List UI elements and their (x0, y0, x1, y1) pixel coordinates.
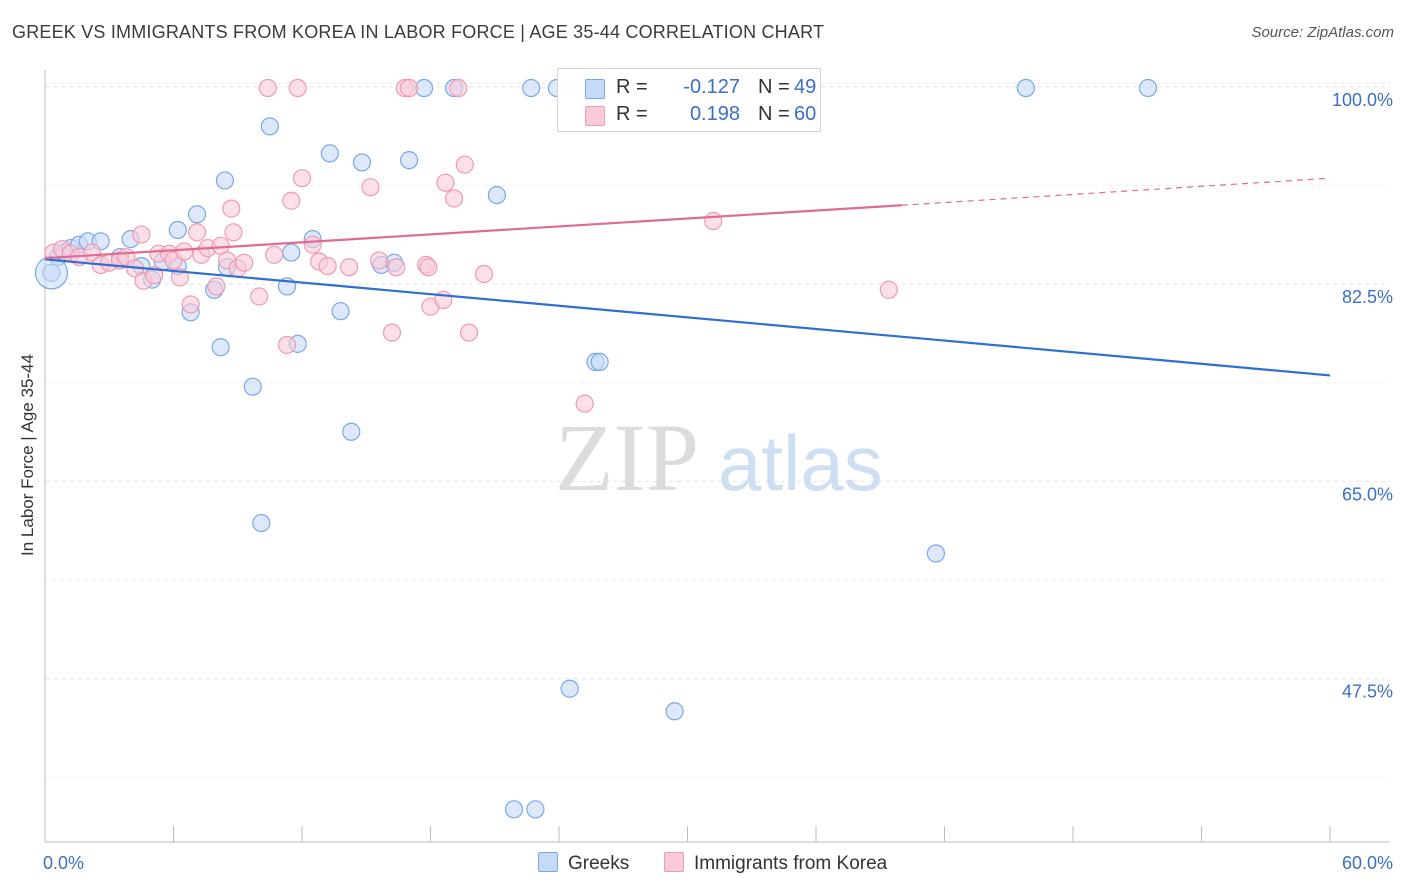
greeks-point (1138, 78, 1158, 98)
y-tick-label: 47.5% (1342, 682, 1393, 702)
korea-point (181, 295, 200, 314)
korea-point (474, 264, 494, 284)
greeks-point (560, 679, 579, 698)
korea-point (318, 256, 337, 276)
greeks-point (526, 800, 545, 819)
greeks-point (522, 78, 541, 98)
x-tick-label-min: 0.0% (43, 853, 84, 873)
legend-n-label: N = (758, 76, 790, 98)
greeks-point (211, 338, 230, 357)
watermark-atlas: atlas (718, 419, 883, 507)
legend-n-label: N = (758, 103, 790, 125)
greeks-point (926, 544, 946, 563)
korea-point (83, 243, 102, 262)
bottom-legend-korea: Immigrants from Korea (664, 852, 887, 875)
chart-title: GREEK VS IMMIGRANTS FROM KOREA IN LABOR … (12, 22, 825, 42)
stats-legend: R = -0.127 N = 49 R = 0.198 N = 60 (557, 68, 821, 132)
korea-point (258, 78, 277, 98)
greeks-trend-line (44, 258, 1331, 377)
korea-point (340, 258, 359, 277)
bottom-legend-greeks-label: Greeks (568, 853, 630, 874)
greeks-point (282, 243, 301, 262)
tick-labels: 100.0% 82.5% 65.0% 47.5% 0.0% 60.0% (43, 90, 1393, 873)
greeks-point (215, 171, 234, 190)
y-tick-label: 65.0% (1342, 484, 1393, 504)
y-tick-label: 82.5% (1342, 287, 1393, 307)
korea-point (387, 258, 406, 277)
bottom-legend-greeks: Greeks (538, 852, 629, 875)
korea-point (459, 323, 479, 342)
korea-point (250, 287, 269, 306)
legend-swatch-greeks (585, 79, 605, 99)
greeks-point (487, 185, 506, 205)
greeks-point (1016, 78, 1035, 98)
bottom-legend-korea-label: Immigrants from Korea (694, 853, 888, 874)
greeks-point (320, 144, 339, 163)
korea-point (399, 78, 419, 98)
korea-point (370, 251, 389, 270)
data-points (34, 78, 1158, 819)
greeks-point (260, 117, 279, 136)
korea-point (292, 169, 312, 188)
korea-point (170, 268, 190, 287)
korea-point (436, 173, 455, 192)
korea-point (175, 242, 194, 261)
korea-point (449, 78, 468, 98)
greeks-point (590, 352, 609, 371)
legend-r-label: R = (616, 76, 648, 98)
korea-point (145, 266, 164, 285)
korea-point (282, 191, 301, 210)
watermark-zip: ZIP (555, 404, 699, 511)
bottom-swatch-greeks (538, 852, 558, 872)
x-tick-label-max: 60.0% (1342, 853, 1393, 873)
trend-lines (44, 177, 1331, 377)
greeks-point (243, 377, 262, 396)
legend-r-label: R = (616, 103, 648, 125)
greeks-point (399, 151, 419, 170)
korea-point (361, 178, 380, 197)
korea-point (132, 225, 151, 244)
korea-point (419, 258, 438, 277)
korea-point (455, 155, 474, 174)
y-axis-label: In Labor Force | Age 35-44 (18, 354, 37, 556)
korea-point (382, 323, 402, 342)
korea-point (187, 223, 207, 242)
grid-lines (45, 83, 1390, 778)
korea-point (288, 78, 307, 98)
korea-point (444, 189, 464, 208)
korea-point (303, 235, 322, 254)
greeks-point (665, 702, 684, 721)
greeks-point (342, 422, 361, 441)
korea-trend-line-extension (901, 177, 1331, 206)
korea-point (222, 199, 241, 218)
greeks-point (352, 153, 372, 172)
legend-n-value: 60 (794, 103, 817, 125)
legend-n-value: 49 (794, 76, 817, 98)
korea-point (265, 245, 284, 264)
legend-swatch-korea (585, 106, 605, 126)
bottom-swatch-korea (664, 852, 684, 872)
korea-point (224, 223, 243, 242)
y-tick-label: 100.0% (1332, 90, 1393, 110)
korea-point (235, 253, 254, 272)
korea-point (207, 277, 226, 296)
greeks-point (168, 220, 187, 240)
greeks-point (331, 302, 350, 321)
greeks-point (504, 800, 524, 819)
source-label: Source: ZipAtlas.com (1251, 24, 1394, 41)
greeks-point (252, 513, 271, 533)
axes (44, 70, 1390, 843)
legend-r-value: 0.198 (689, 103, 740, 125)
greeks-point (187, 205, 207, 224)
legend-r-value: -0.127 (683, 76, 740, 98)
korea-point (277, 335, 297, 355)
korea-trend-line (44, 204, 902, 260)
korea-point (879, 280, 898, 299)
korea-point (704, 211, 723, 231)
korea-point (575, 394, 594, 413)
